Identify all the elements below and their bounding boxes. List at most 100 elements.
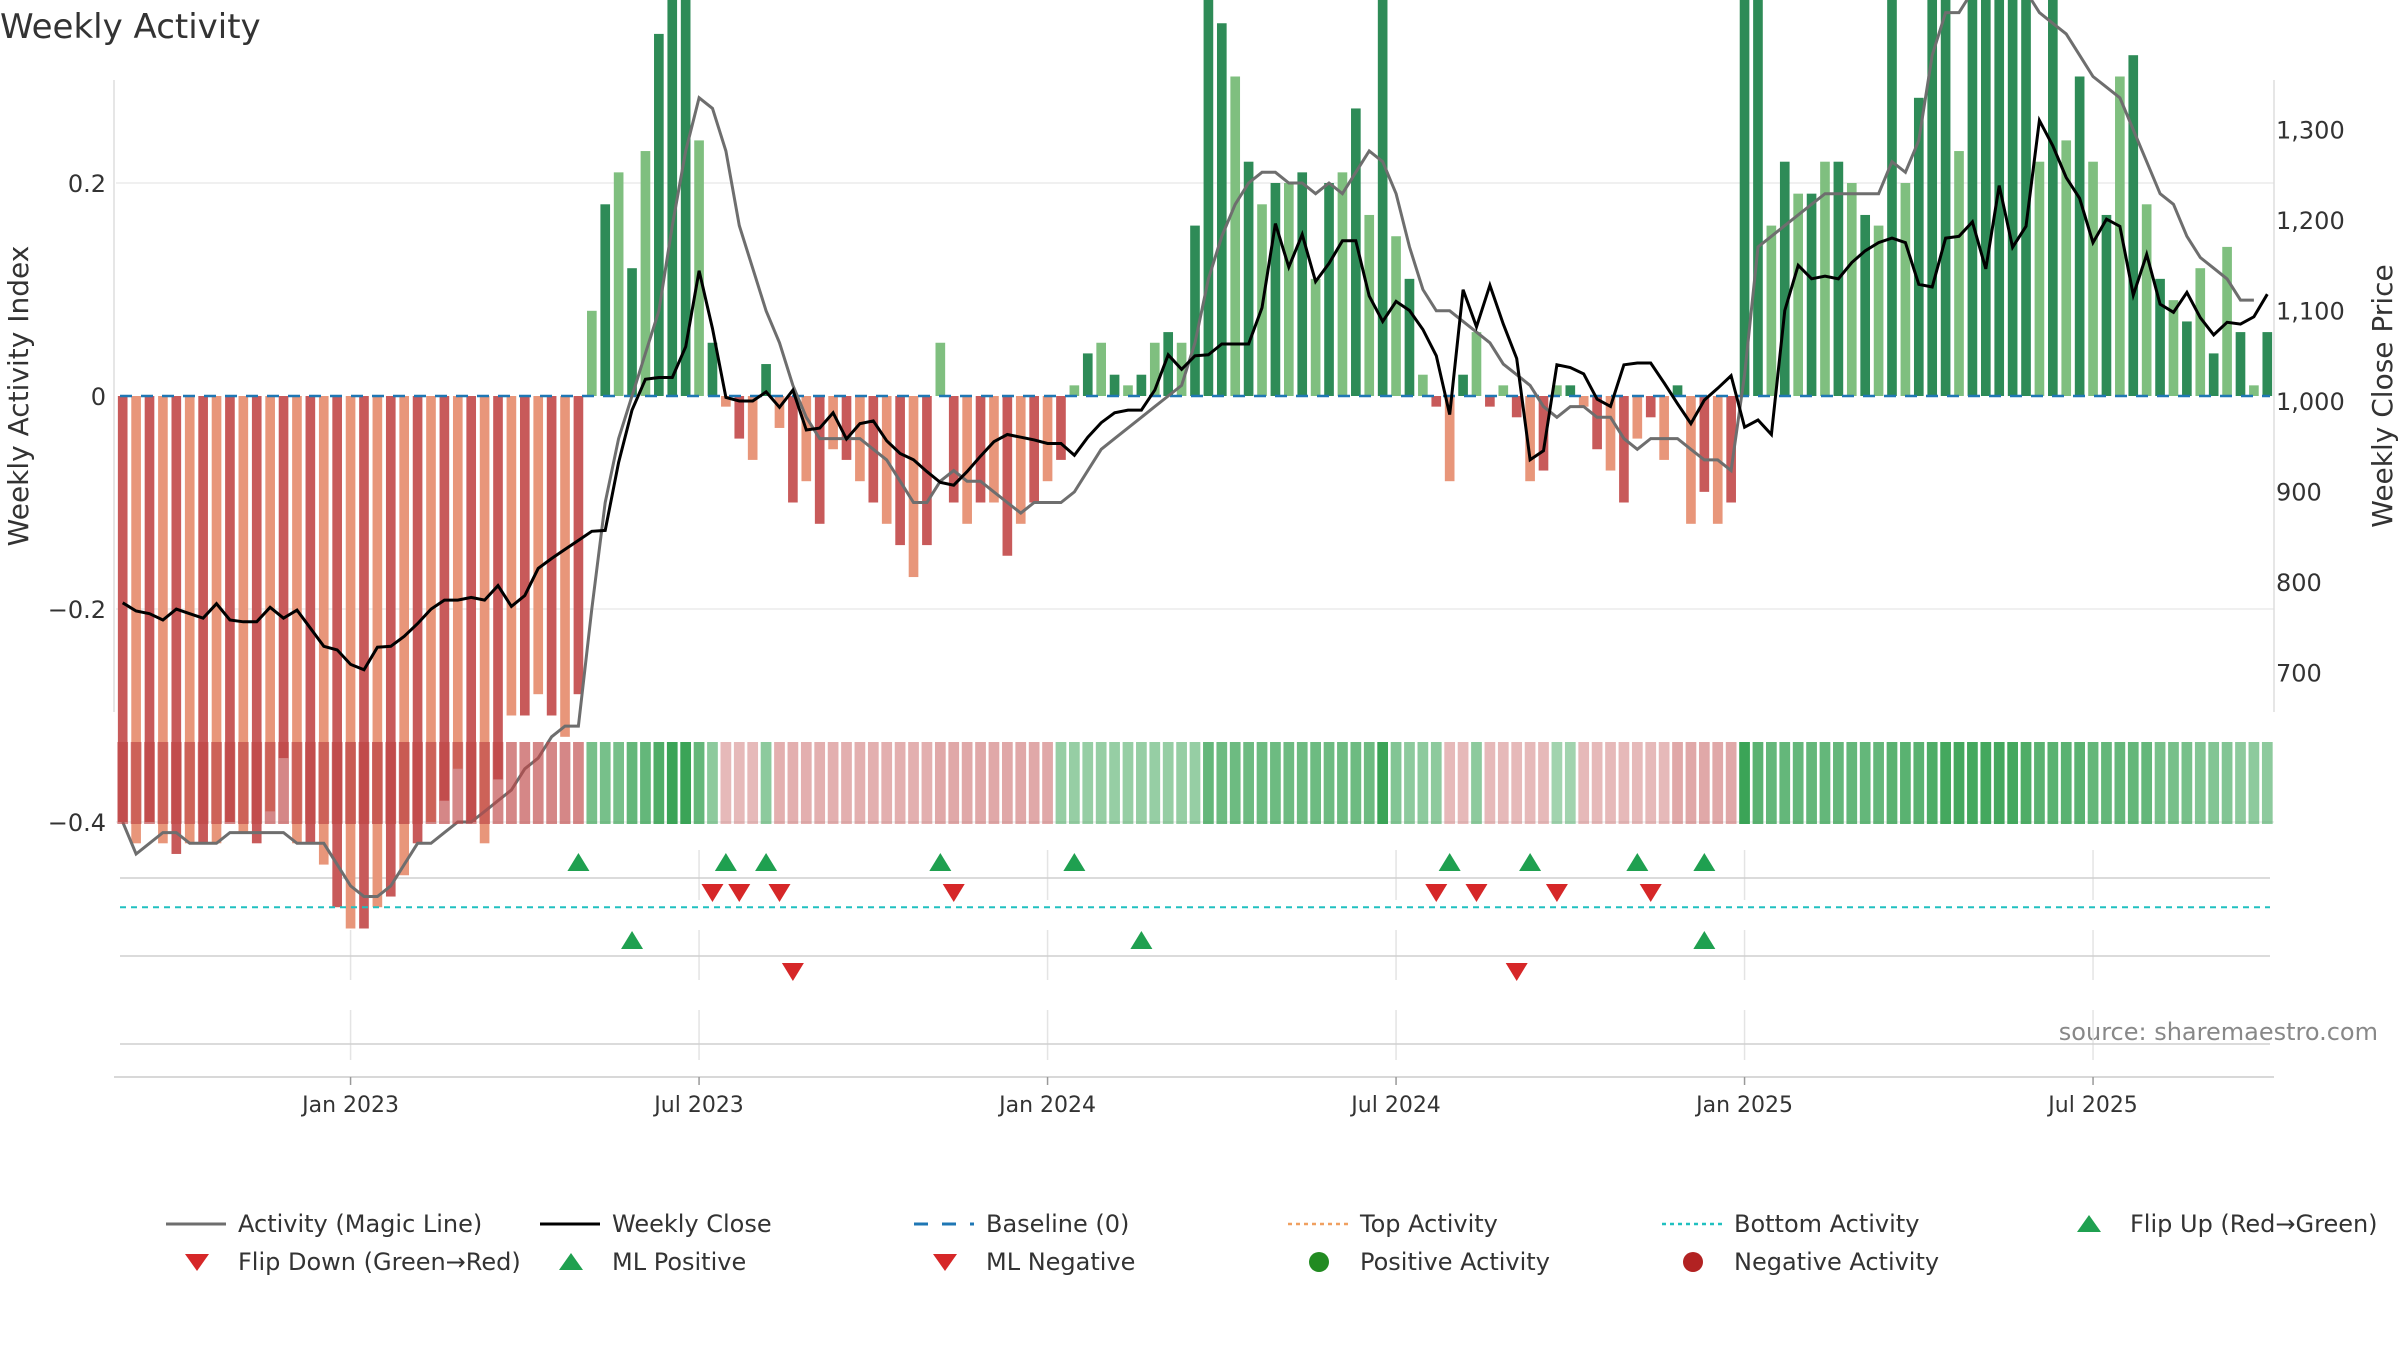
flip-up-marker [929,853,952,871]
heat-cell [1323,742,1335,824]
activity-bar [184,396,195,844]
heat-cell [1028,742,1040,824]
activity-bar [225,396,235,822]
heat-cell [465,742,477,824]
legend-item-ml_neg: ML Negative [933,1248,1135,1276]
activity-bar [2061,140,2072,396]
heat-cell [1176,742,1187,824]
activity-bar [1431,396,1442,407]
activity-bar [1860,214,1871,396]
activity-bar [747,396,758,460]
flip-down-marker [701,884,724,902]
activity-bar [292,396,302,844]
heat-cell [291,742,303,824]
heat-cell [2261,742,2273,824]
heat-cell [1417,742,1429,824]
activity-bar [2249,385,2259,396]
heat-cell [1967,742,1978,824]
activity-bar [1136,374,1147,396]
activity-bar [2007,0,2018,397]
activity-bar [1739,0,1750,396]
heat-cell [640,742,651,824]
heat-cell [425,742,437,824]
heat-cell [1149,742,1161,824]
heat-cell [1471,742,1482,824]
heat-cell [760,742,772,824]
heat-cell [626,742,638,824]
heat-cell [1752,742,1764,824]
activity-bar [989,396,999,503]
legend-item-activity: Activity (Magic Line) [166,1210,482,1238]
activity-bar [613,172,624,396]
heat-cell [1900,742,1911,824]
activity-bar [814,396,825,524]
heat-cell [1283,742,1295,824]
activity-bar [1444,396,1455,482]
heat-cell [385,742,397,824]
activity-bar [2155,278,2165,396]
legend-swatch-down-triangle [933,1254,957,1271]
heat-cell [1350,742,1362,824]
heat-cell [680,742,692,824]
flip-down-marker [728,884,751,902]
activity-bar [144,396,155,822]
heat-cell [1524,742,1536,824]
activity-bar [1230,76,1241,396]
heat-cell [1591,742,1603,824]
activity-bar [627,268,637,396]
activity-bar [1485,396,1495,407]
activity-bar [1672,385,1683,396]
activity-bar [171,396,182,854]
activity-bar [1002,396,1013,556]
flip-up-marker [1626,853,1649,871]
heat-cell [559,742,571,824]
heat-cell [1055,742,1067,824]
activity-bar [1458,374,1468,396]
activity-bar [1190,225,1200,396]
heat-cell [1578,742,1590,824]
activity-bar [1940,0,1951,396]
heat-cell [1136,742,1147,824]
heat-cell [814,742,826,824]
legend-label: Positive Activity [1360,1248,1550,1276]
legend-swatch-up-triangle [559,1253,583,1270]
activity-bar [305,396,316,844]
activity-bar [1900,183,1911,396]
heat-cell [1631,742,1643,824]
activity-bar [1846,183,1857,396]
heat-cell [1792,742,1804,824]
activity-bar [573,396,584,695]
heat-cell [492,742,504,824]
activity-bar [2235,332,2246,396]
heat-cell [1913,742,1925,824]
heat-cell [988,742,1000,824]
heat-cell [157,742,169,824]
activity-bar [2262,332,2273,396]
heat-cell [2248,742,2260,824]
heat-cell [1377,742,1389,824]
activity-bar [1270,183,1281,396]
activity-bar [1324,183,1334,396]
series-lines [120,0,2270,909]
heat-cell [1229,742,1241,824]
heat-cell [117,742,129,824]
activity-bar [1619,396,1629,503]
heat-cell [1873,742,1884,824]
legend-item-pos_act: Positive Activity [1309,1248,1550,1276]
activity-bar [2021,0,2031,397]
activity-bar [1753,0,1763,396]
heat-cell [1551,742,1563,824]
activity-bar [948,396,959,503]
activity-bar [2141,204,2152,396]
activity-bar [975,396,986,503]
heat-cell [519,742,531,824]
flip-down-marker [1639,884,1662,902]
heat-cell [372,742,383,824]
chart-title: Weekly Activity [0,7,261,47]
heat-cell [1658,742,1670,824]
y2-tick-label: 1,100 [2276,298,2345,326]
activity-bar [1779,161,1790,396]
heat-cell [666,742,678,824]
